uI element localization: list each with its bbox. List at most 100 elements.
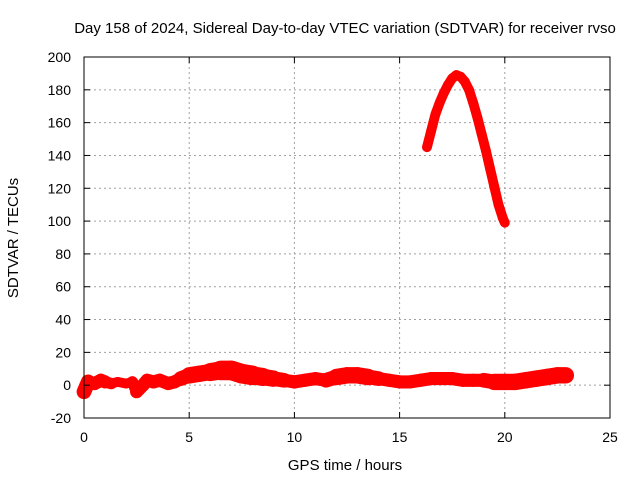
data-point [366, 375, 370, 379]
x-tick-label: 15 [392, 429, 408, 445]
data-point [492, 380, 496, 384]
x-tick-label: 0 [80, 429, 88, 445]
data-point [387, 378, 391, 382]
data-point [208, 370, 212, 374]
data-point [545, 375, 549, 379]
data-point [303, 378, 307, 382]
y-tick-label: 20 [55, 344, 71, 360]
data-point [524, 378, 528, 382]
data-point [454, 73, 458, 77]
data-point [334, 375, 338, 379]
data-point [219, 368, 223, 372]
data-point [419, 378, 423, 382]
y-tick-label: 120 [48, 180, 72, 196]
y-tick-label: 180 [48, 82, 72, 98]
data-point [356, 373, 360, 377]
data-point [179, 377, 183, 381]
data-point [471, 101, 475, 105]
data-point [503, 380, 507, 384]
data-point [377, 377, 381, 381]
data-point [99, 378, 103, 382]
data-point [116, 380, 120, 384]
data-point [425, 145, 429, 149]
x-tick-label: 5 [185, 429, 193, 445]
data-point [461, 378, 465, 382]
data-point [488, 167, 492, 171]
series-layer [76, 70, 575, 400]
series-low-band [76, 360, 575, 400]
data-point [124, 382, 128, 386]
y-tick-label: 200 [48, 49, 72, 65]
data-point [198, 372, 202, 376]
data-point [240, 372, 244, 376]
y-tick-label: 140 [48, 147, 72, 163]
y-tick-label: 0 [63, 377, 71, 393]
data-point [408, 380, 412, 384]
data-point [229, 368, 233, 372]
chart-title: Day 158 of 2024, Sidereal Day-to-day VTE… [74, 20, 616, 37]
data-point [503, 221, 507, 225]
series-high-arc [422, 70, 510, 228]
data-point [130, 380, 134, 384]
data-point [555, 373, 559, 377]
data-point [484, 149, 488, 153]
y-tick-label: 100 [48, 213, 72, 229]
y-tick-label: 160 [48, 115, 72, 131]
data-point [480, 132, 484, 136]
data-point [141, 383, 145, 387]
data-point [172, 380, 176, 384]
data-point [501, 216, 505, 220]
data-point [467, 88, 471, 92]
data-point [187, 373, 191, 377]
data-point [463, 80, 467, 84]
data-point [438, 101, 442, 105]
data-point [166, 382, 170, 386]
data-point [145, 378, 149, 382]
x-tick-label: 20 [497, 429, 513, 445]
data-point [398, 380, 402, 384]
data-point [471, 378, 475, 382]
x-axis-label: GPS time / hours [288, 457, 402, 474]
data-point [564, 373, 568, 377]
data-point [450, 377, 454, 381]
data-point [250, 373, 254, 377]
y-tick-label: 60 [55, 279, 71, 295]
data-point [292, 380, 296, 384]
y-tick-label: 40 [55, 312, 71, 328]
grid-layer [84, 57, 610, 418]
data-point [513, 380, 517, 384]
y-tick-label: -20 [51, 410, 71, 426]
x-tick-label: 25 [602, 429, 618, 445]
data-point [135, 390, 139, 394]
y-axis-label: SDTVAR / TECUs [5, 178, 22, 298]
data-point [446, 83, 450, 87]
data-point [93, 382, 97, 386]
data-point [429, 129, 433, 133]
data-point [282, 378, 286, 382]
data-point [475, 116, 479, 120]
data-point [450, 76, 454, 80]
data-point [442, 91, 446, 95]
data-point [271, 377, 275, 381]
x-tick-label: 10 [287, 429, 303, 445]
data-point [433, 112, 437, 116]
data-point [86, 380, 90, 384]
data-point [459, 75, 463, 79]
data-point [496, 203, 500, 207]
data-point [158, 378, 162, 382]
data-point [103, 380, 107, 384]
data-point [440, 377, 444, 381]
tick-layer: -20 0 20 40 60 80 100 120 140 160 180 200 0 5 10 15 20 25 [48, 49, 618, 445]
data-point [534, 377, 538, 381]
data-point [151, 380, 155, 384]
data-point [345, 373, 349, 377]
data-point [109, 382, 113, 386]
data-point [429, 377, 433, 381]
data-point [313, 377, 317, 381]
y-tick-label: 80 [55, 246, 71, 262]
data-point [482, 378, 486, 382]
data-point [324, 378, 328, 382]
plot-frame [83, 56, 611, 419]
data-point [261, 375, 265, 379]
